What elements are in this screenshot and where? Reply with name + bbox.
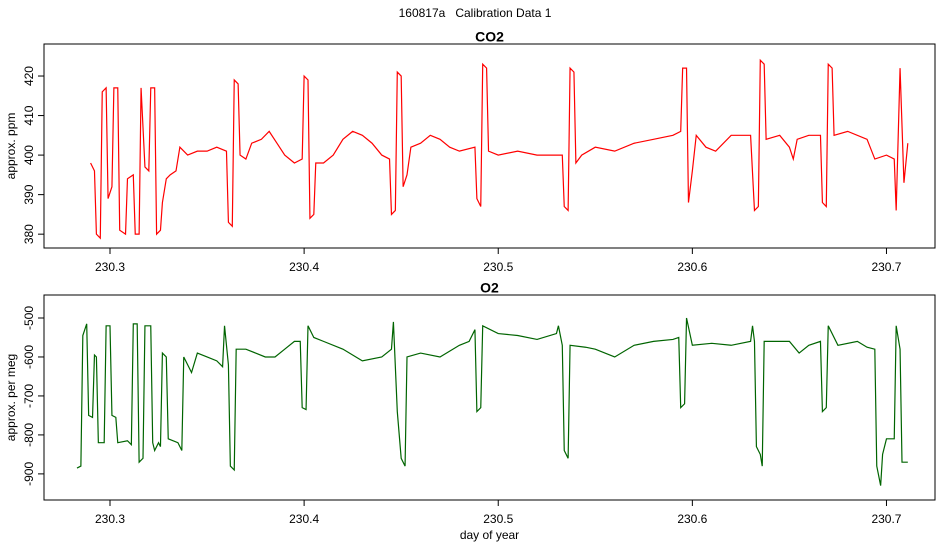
y-tick-label: -600: [22, 345, 36, 369]
y-tick-label: -800: [22, 423, 36, 447]
y-tick-label: -900: [22, 462, 36, 486]
x-tick-label: 230.7: [871, 260, 901, 274]
plot-frame: [43, 294, 936, 501]
y-tick-label: 410: [22, 105, 36, 125]
x-tick-label: 230.4: [289, 512, 319, 526]
x-tick-label: 230.5: [483, 512, 513, 526]
y-tick-label: 380: [22, 224, 36, 244]
x-tick-label: 230.4: [289, 260, 319, 274]
y-tick-label: -500: [22, 306, 36, 330]
x-tick-label: 230.6: [677, 260, 707, 274]
panel-title: O2: [480, 280, 499, 296]
y-tick-label: 390: [22, 184, 36, 204]
data-line: [76, 317, 908, 486]
figure-title: 160817a Calibration Data 1: [399, 6, 552, 20]
y-tick-label: 400: [22, 145, 36, 165]
x-tick-label: 230.3: [95, 260, 125, 274]
y-tick-label: -700: [22, 384, 36, 408]
y-axis-label: approx. per meg: [4, 354, 18, 441]
panel-title: CO2: [475, 29, 504, 45]
x-tick-label: 230.3: [95, 512, 125, 526]
data-line: [90, 58, 909, 240]
x-tick-label: 230.7: [871, 512, 901, 526]
plot-frame: [43, 43, 936, 249]
x-tick-label: 230.5: [483, 260, 513, 274]
y-axis-label: approx. ppm: [4, 113, 18, 180]
y-tick-label: 420: [22, 66, 36, 86]
x-axis-label: day of year: [460, 528, 519, 542]
x-tick-label: 230.6: [677, 512, 707, 526]
